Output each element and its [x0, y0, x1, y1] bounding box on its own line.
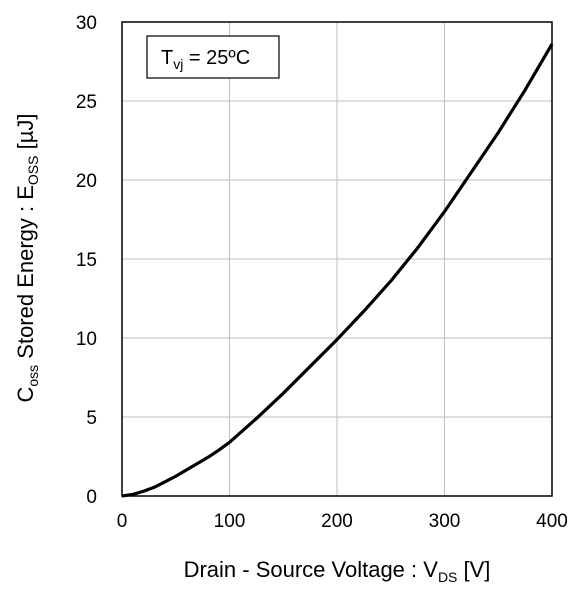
y-tick-label: 5 — [86, 408, 97, 429]
ylabel-main: Stored Energy : E — [13, 185, 38, 365]
y-tick-label: 10 — [76, 329, 97, 350]
x-tick-label: 400 — [536, 511, 568, 532]
annotation-main: T — [161, 47, 173, 69]
x-axis-title: Drain - Source Voltage : VDS [V] — [184, 557, 491, 585]
x-tick-label: 100 — [214, 511, 246, 532]
plot-frame — [121, 21, 553, 497]
x-tick-label: 0 — [117, 511, 128, 532]
x-axis-ticks: 0 100 200 300 400 — [117, 511, 568, 532]
xlabel-sub: DS — [438, 569, 457, 585]
x-tick-label: 200 — [321, 511, 353, 532]
legend-annotation: Tvj = 25ºC — [161, 47, 250, 72]
grid-lines — [121, 21, 553, 497]
legend-frame — [146, 35, 280, 79]
annotation-sub: vj — [173, 56, 183, 72]
annotation-rest: = 25ºC — [183, 47, 250, 69]
y-tick-label: 15 — [76, 250, 97, 271]
y-tick-label: 25 — [76, 92, 97, 113]
y-axis-ticks: 0 5 10 15 20 25 30 — [76, 13, 97, 508]
ylabel-pre: C — [13, 387, 38, 403]
legend-box: Tvj = 25ºC — [146, 35, 280, 79]
ylabel-pre-sub: oss — [25, 365, 41, 387]
y-tick-label: 0 — [86, 487, 97, 508]
y-tick-label: 30 — [76, 13, 97, 34]
xlabel-main: Drain - Source Voltage : V — [184, 557, 439, 582]
ylabel-main-sub: OSS — [25, 155, 41, 185]
ylabel-unit: [µJ] — [13, 113, 38, 155]
y-axis-title: Coss Stored Energy : EOSS [µJ] — [13, 113, 41, 402]
x-tick-label: 300 — [429, 511, 461, 532]
y-tick-label: 20 — [76, 171, 97, 192]
plot-area — [121, 21, 554, 498]
series-line — [121, 43, 554, 498]
xlabel-unit: [V] — [457, 557, 490, 582]
